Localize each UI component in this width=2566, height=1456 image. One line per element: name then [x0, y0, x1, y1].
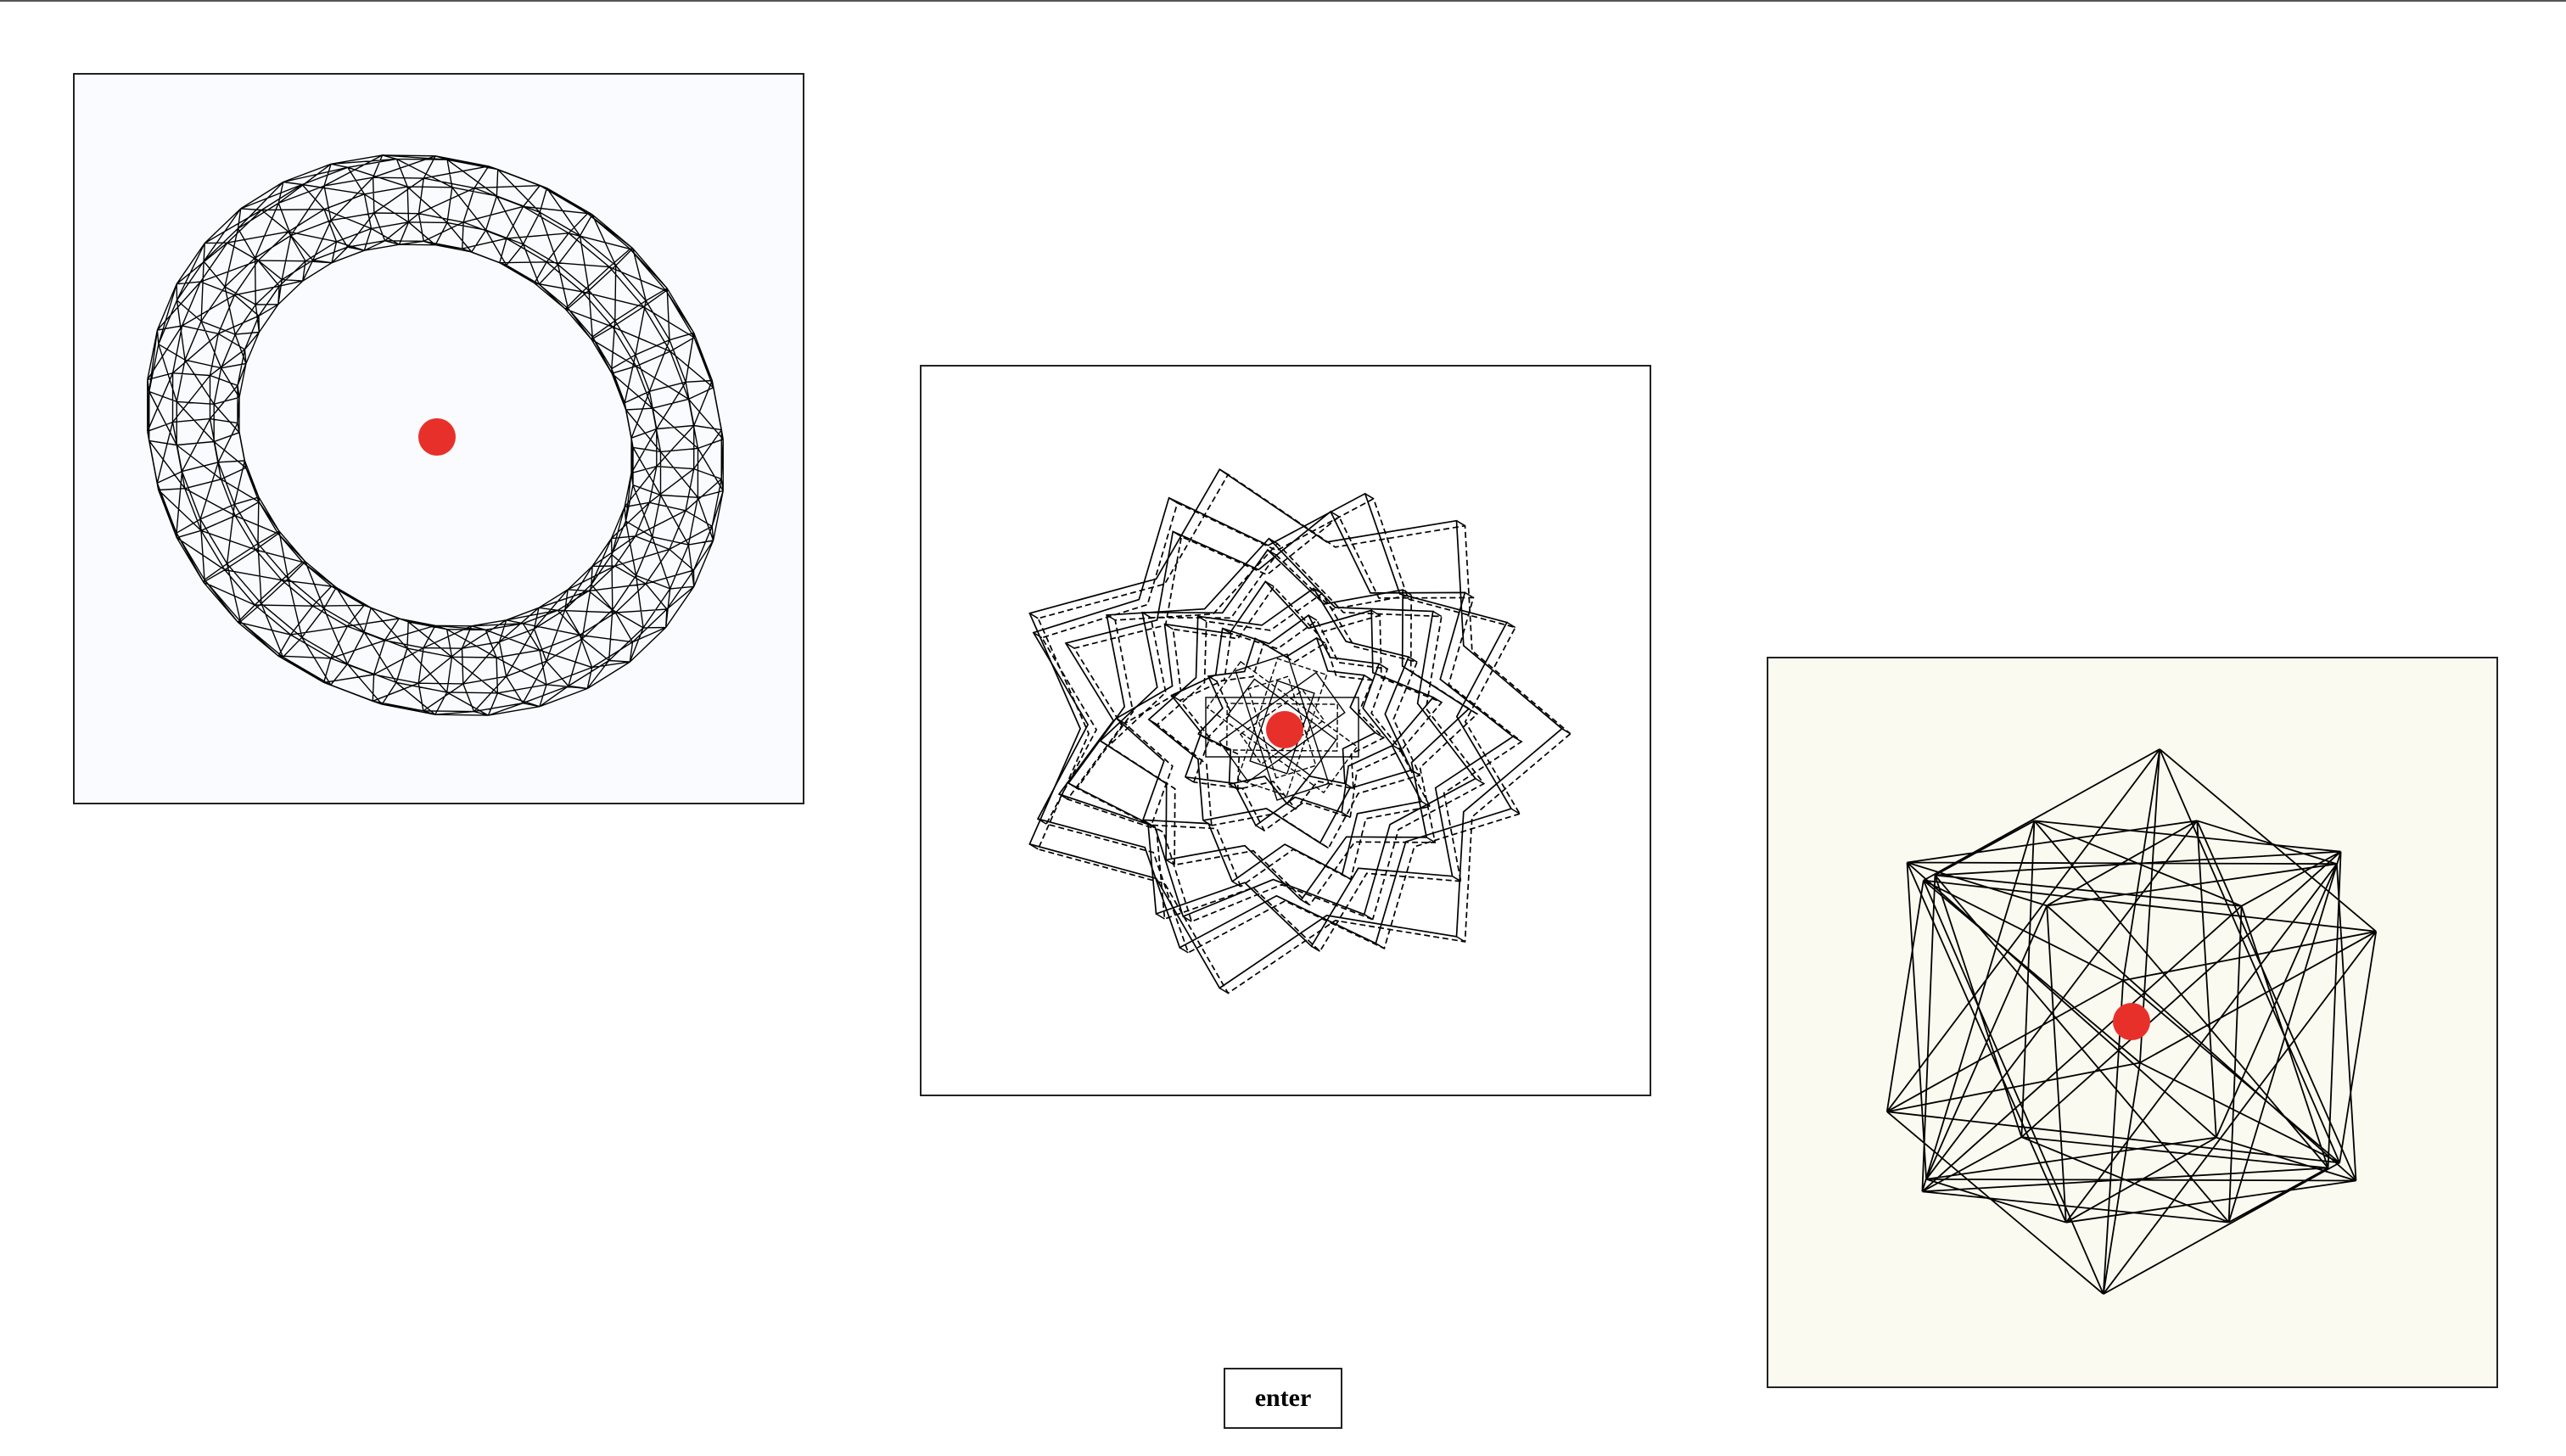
top-divider	[0, 0, 2566, 2]
star-cluster-wireframe-canvas[interactable]	[920, 365, 1651, 1096]
center-marker	[418, 418, 456, 456]
compound-cubes-wireframe-canvas[interactable]	[1767, 657, 2498, 1388]
torus-wireframe-drawing	[75, 75, 803, 803]
wireframe-edges	[1028, 468, 1572, 994]
compound-cubes-wireframe-drawing	[1768, 658, 2496, 1386]
enter-button[interactable]: enter	[1224, 1368, 1342, 1429]
center-marker	[1266, 711, 1303, 748]
wireframe-edges	[1885, 748, 2378, 1295]
star-cluster-wireframe-drawing	[922, 367, 1650, 1095]
wireframe-edges	[147, 154, 724, 716]
torus-wireframe-canvas[interactable]	[73, 73, 804, 804]
center-marker	[2113, 1003, 2150, 1040]
